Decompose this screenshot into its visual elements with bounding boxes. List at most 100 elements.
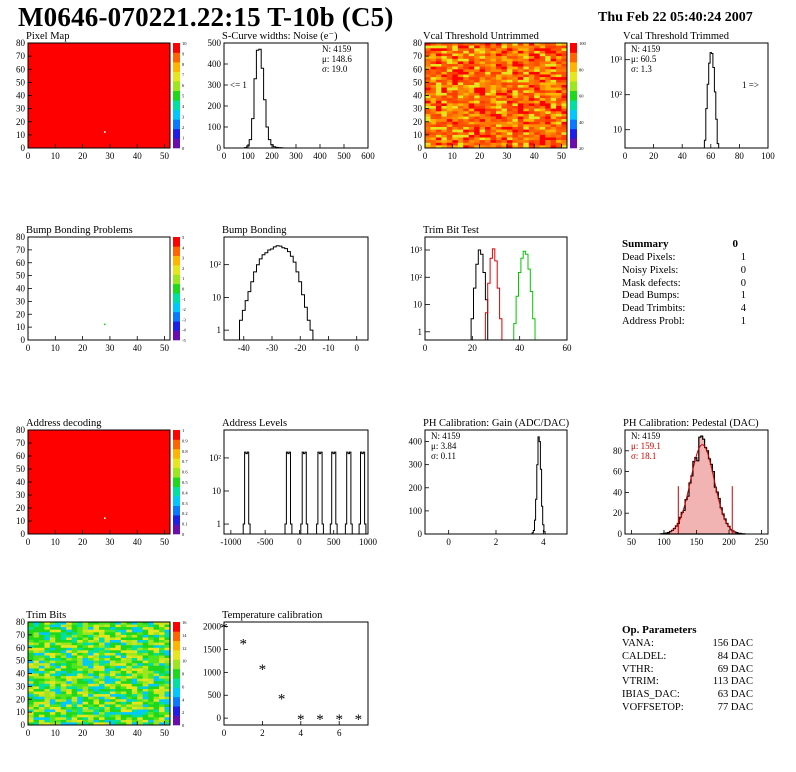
- summary-value: 4: [740, 303, 746, 315]
- palette-tick-label: 3: [182, 115, 185, 120]
- heatmap-cell: [38, 642, 45, 646]
- heatmap-cell: [435, 98, 442, 101]
- heatmap-cell: [550, 77, 557, 80]
- y-tick-label: 10: [212, 292, 222, 302]
- heatmap-cell: [148, 699, 154, 703]
- heatmap-cell: [115, 707, 122, 710]
- heatmap-cell: [517, 140, 524, 143]
- heatmap-cell: [66, 701, 72, 705]
- heatmap-cell: [148, 719, 154, 723]
- heatmap-cell: [479, 134, 486, 138]
- heatmap-cell: [49, 634, 56, 638]
- heatmap-cell: [82, 678, 89, 682]
- heatmap-cell: [60, 722, 67, 726]
- heatmap-cell: [44, 658, 51, 661]
- heatmap-cell: [539, 127, 546, 130]
- heatmap-cell: [82, 624, 89, 628]
- heatmap-cell: [93, 632, 100, 636]
- heatmap-cell: [517, 53, 524, 57]
- x-tick-label: 20: [78, 343, 88, 353]
- heatmap-cell: [523, 106, 530, 109]
- heatmap-cell: [153, 655, 160, 659]
- heatmap-cell: [539, 142, 546, 146]
- heatmap-cell: [99, 660, 105, 664]
- heatmap-cell: [485, 119, 491, 122]
- heatmap-cell: [131, 707, 138, 710]
- heatmap-cell: [164, 665, 171, 669]
- heatmap-cell: [49, 691, 56, 695]
- heatmap-cell: [153, 683, 160, 687]
- heatmap-cell: [142, 709, 149, 713]
- heatmap-cell: [109, 699, 116, 703]
- heatmap-cell: [463, 100, 469, 104]
- heatmap-cell: [534, 113, 540, 117]
- heatmap-cell: [523, 119, 530, 122]
- heatmap-cell: [545, 116, 551, 120]
- heatmap-cell: [131, 704, 138, 708]
- heatmap-cell: [490, 43, 497, 46]
- x-tick-label: 100: [657, 537, 671, 547]
- heatmap-cell: [539, 50, 546, 54]
- palette-tick-label: 60: [579, 94, 584, 99]
- heatmap-cell: [148, 681, 154, 685]
- heatmap-cell: [88, 714, 94, 718]
- heatmap-cell: [33, 722, 40, 726]
- heatmap-cell: [120, 668, 127, 672]
- heatmap-cell: [556, 113, 562, 117]
- x-tick-label: 0: [423, 151, 428, 161]
- heatmap-cell: [28, 624, 34, 628]
- heatmap-cell: [425, 132, 431, 136]
- heatmap-cell: [77, 689, 83, 692]
- heatmap-cell: [115, 658, 122, 661]
- heatmap-cell: [115, 640, 122, 643]
- parameter-label: VOFFSETOP:: [622, 701, 684, 713]
- heatmap-cell: [142, 689, 149, 692]
- heatmap-cell: [137, 694, 143, 697]
- heatmap-cell: [131, 655, 138, 659]
- heatmap-cell: [430, 74, 437, 78]
- heatmap-cell: [71, 683, 78, 687]
- heatmap-cell: [142, 660, 149, 664]
- heatmap-cell: [523, 79, 530, 83]
- heatmap-cell: [479, 129, 486, 133]
- y-tick-label: 10²: [610, 90, 622, 100]
- heatmap-cell: [38, 652, 45, 656]
- palette-tick-label: -3: [182, 317, 186, 322]
- heatmap-cell: [430, 142, 437, 146]
- heatmap-cell: [164, 719, 171, 723]
- heatmap-cell: [474, 108, 480, 112]
- heatmap-cell: [468, 127, 475, 130]
- heatmap-cell: [164, 663, 171, 667]
- heatmap-cell: [55, 689, 62, 692]
- heatmap-cell: [528, 82, 535, 86]
- heatmap-cell: [66, 624, 72, 628]
- heatmap-cell: [148, 709, 154, 713]
- heatmap-cell: [131, 634, 138, 638]
- heatmap-cell: [485, 90, 491, 94]
- heatmap-cell: [446, 145, 453, 149]
- heatmap-cell: [28, 652, 34, 656]
- heatmap-cell: [93, 629, 100, 633]
- x-tick-label: 0: [222, 151, 227, 161]
- heatmap-cell: [137, 668, 143, 672]
- heatmap-cell: [539, 43, 546, 46]
- heatmap-cell: [28, 637, 34, 641]
- heatmap-cell: [496, 98, 502, 101]
- y-tick-label: 70: [16, 630, 26, 640]
- data-point: *: [239, 637, 247, 653]
- heatmap-cell: [104, 689, 111, 692]
- heatmap-cell: [561, 124, 568, 128]
- heatmap-cell: [49, 647, 56, 651]
- heatmap-cell: [55, 683, 62, 687]
- heatmap-cell: [88, 624, 94, 628]
- heatmap-cell: [120, 658, 127, 661]
- heatmap-cell: [435, 134, 442, 138]
- heatmap-cell: [104, 637, 111, 641]
- heatmap-cell: [463, 77, 469, 80]
- heatmap-cell: [528, 98, 535, 101]
- heatmap-cell: [512, 66, 519, 70]
- heatmap-cell: [44, 696, 51, 700]
- heatmap-cell: [501, 132, 508, 136]
- heatmap-cell: [457, 66, 464, 70]
- heatmap-cell: [457, 45, 464, 49]
